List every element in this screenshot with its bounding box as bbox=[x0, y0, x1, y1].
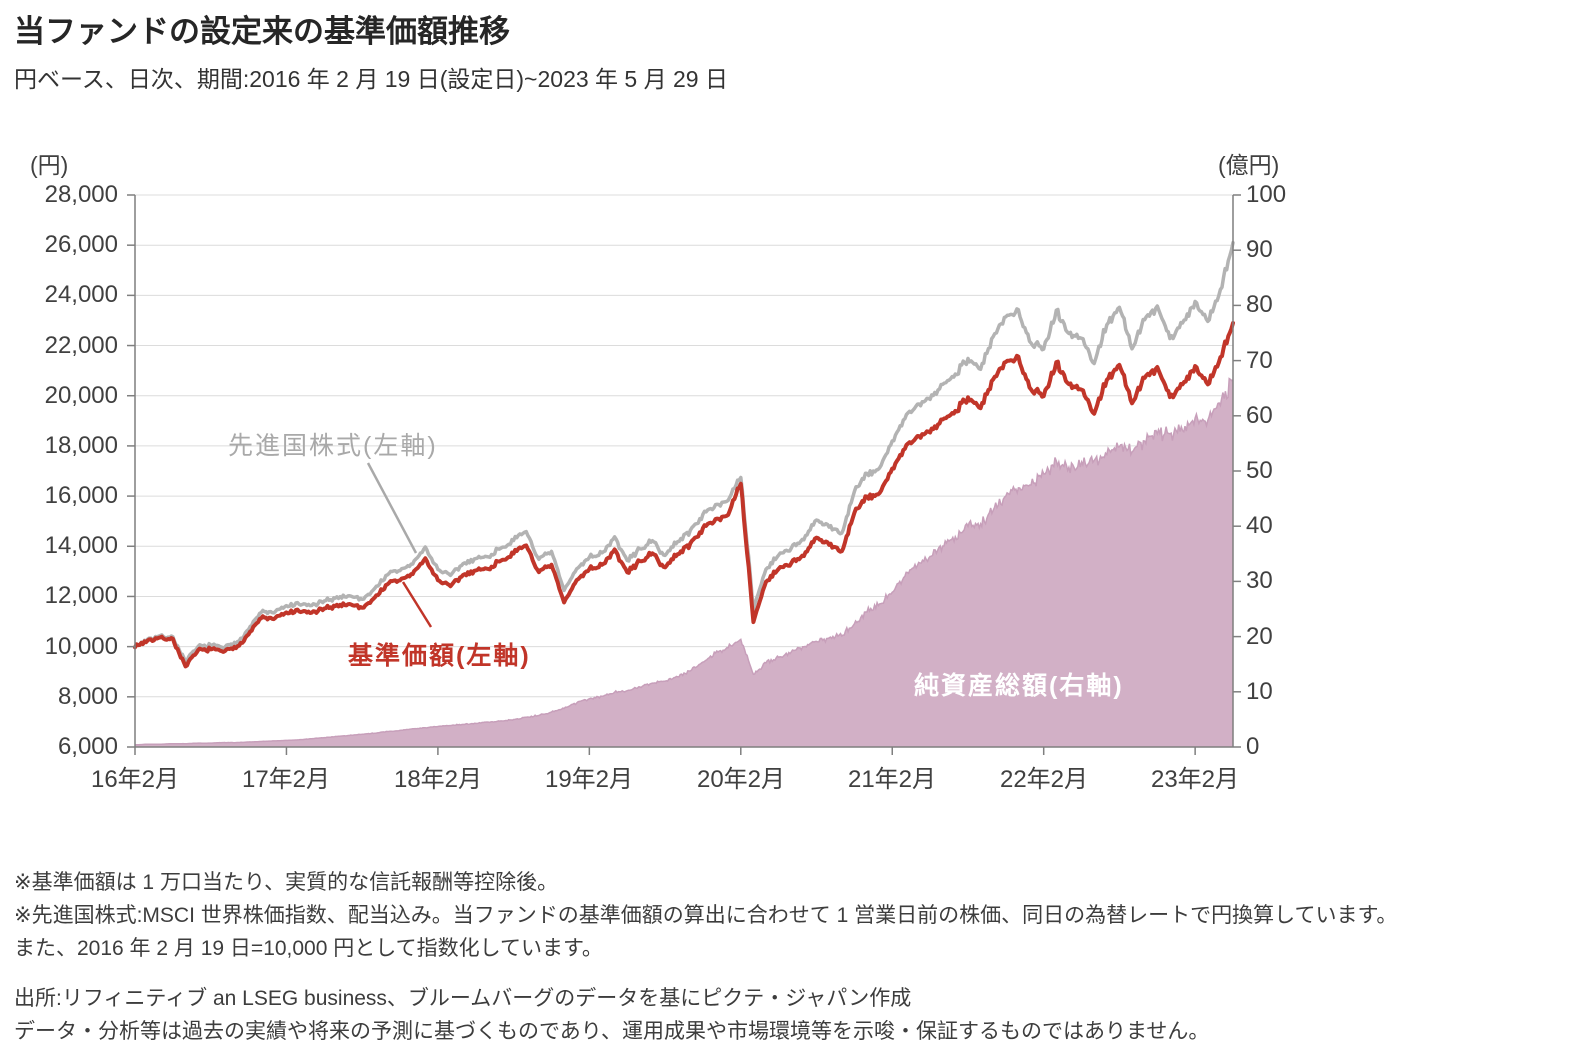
left-axis-tick-label: 24,000 bbox=[44, 281, 118, 308]
right-axis-tick-label: 100 bbox=[1246, 181, 1287, 208]
right-axis-tick-label: 30 bbox=[1246, 567, 1273, 594]
footnote-line-1: ※基準価額は 1 万口当たり、実質的な信託報酬等控除後。 bbox=[14, 871, 559, 894]
right-axis-tick-label: 70 bbox=[1246, 347, 1273, 374]
left-axis-tick-label: 10,000 bbox=[44, 633, 118, 660]
left-axis-tick-label: 26,000 bbox=[44, 231, 118, 258]
x-axis-tick-label: 17年2月 bbox=[241, 766, 331, 793]
series-label-net-assets: 純資産総額(右軸) bbox=[914, 672, 1124, 700]
left-axis-tick-label: 22,000 bbox=[44, 332, 118, 359]
left-axis-tick-label: 6,000 bbox=[57, 733, 118, 760]
left-axis-unit-label: (円) bbox=[30, 152, 69, 178]
right-axis-tick-label: 60 bbox=[1246, 402, 1273, 429]
series-label-nav: 基準価額(左軸) bbox=[348, 642, 531, 670]
chart-subtitle: 円ベース、日次、期間:2016 年 2 月 19 日(設定日)~2023 年 5… bbox=[14, 66, 728, 92]
right-axis-tick-label: 50 bbox=[1246, 457, 1273, 484]
right-axis-tick-label: 80 bbox=[1246, 291, 1273, 318]
footnotes-block: ※基準価額は 1 万口当たり、実質的な信託報酬等控除後。 ※先進国株式:MSCI… bbox=[14, 866, 1397, 965]
right-axis-tick-label: 90 bbox=[1246, 236, 1273, 263]
source-block: 出所:リフィニティブ an LSEG business、ブルームバーグのデータを… bbox=[14, 982, 1209, 1048]
left-axis-tick-label: 28,000 bbox=[44, 181, 118, 208]
right-axis-unit-label: (億円) bbox=[1218, 152, 1280, 178]
page-title: 当ファンドの設定来の基準価額推移 bbox=[14, 14, 510, 49]
right-axis-tick-label: 20 bbox=[1246, 623, 1273, 650]
disclaimer-line: データ・分析等は過去の実績や将来の予測に基づくものであり、運用成果や市場環境等を… bbox=[14, 1020, 1210, 1043]
x-axis-tick-label: 21年2月 bbox=[847, 766, 937, 793]
left-axis-tick-label: 18,000 bbox=[44, 432, 118, 459]
x-axis-tick-label: 16年2月 bbox=[90, 766, 180, 793]
left-axis-tick-label: 16,000 bbox=[44, 482, 118, 509]
right-axis-tick-label: 0 bbox=[1246, 733, 1260, 760]
x-axis-tick-label: 18年2月 bbox=[393, 766, 483, 793]
right-axis-tick-label: 40 bbox=[1246, 512, 1273, 539]
line-chart-svg bbox=[127, 194, 1241, 755]
right-axis-tick-label: 10 bbox=[1246, 678, 1273, 705]
source-line: 出所:リフィニティブ an LSEG business、ブルームバーグのデータを… bbox=[14, 987, 912, 1010]
x-axis-tick-label: 23年2月 bbox=[1150, 766, 1240, 793]
left-axis-tick-label: 14,000 bbox=[44, 532, 118, 559]
footnote-line-3: また、2016 年 2 月 19 日=10,000 円として指数化しています。 bbox=[14, 937, 603, 960]
series-label-developed-equities: 先進国株式(左軸) bbox=[228, 432, 438, 460]
x-axis-tick-label: 22年2月 bbox=[999, 766, 1089, 793]
x-axis-tick-label: 19年2月 bbox=[544, 766, 634, 793]
left-axis-tick-label: 8,000 bbox=[57, 683, 118, 710]
left-axis-tick-label: 12,000 bbox=[44, 582, 118, 609]
plot-area bbox=[127, 194, 1241, 755]
left-axis-tick-label: 20,000 bbox=[44, 382, 118, 409]
x-axis-tick-label: 20年2月 bbox=[696, 766, 786, 793]
footnote-line-2: ※先進国株式:MSCI 世界株価指数、配当込み。当ファンドの基準価額の算出に合わ… bbox=[14, 904, 1398, 927]
